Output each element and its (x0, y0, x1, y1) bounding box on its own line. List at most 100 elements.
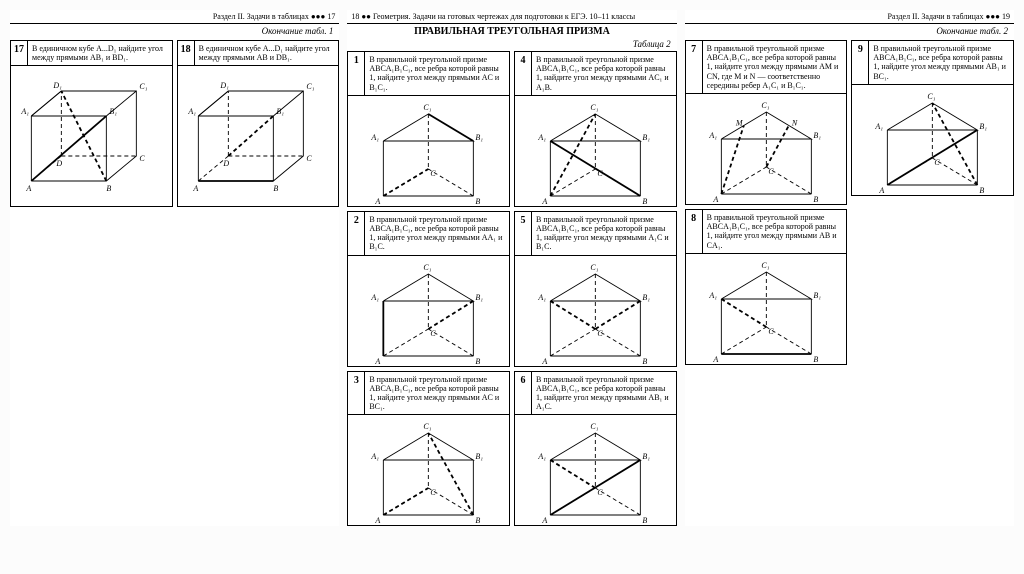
problem-number: 7 (686, 41, 703, 93)
svg-text:B: B (476, 357, 481, 366)
svg-text:A: A (375, 357, 381, 366)
svg-text:B: B (813, 355, 818, 364)
problem-number: 1 (348, 52, 365, 95)
svg-text:C₁: C₁ (590, 422, 598, 431)
page-19-header: Раздел II. Задачи в таблицах ●●● 19 (685, 10, 1014, 24)
svg-text:A: A (879, 186, 885, 195)
problem-text: В правильной треугольной призме ABCA₁B₁C… (532, 212, 676, 255)
svg-text:C₁: C₁ (424, 103, 432, 112)
svg-text:C₁: C₁ (424, 263, 432, 272)
page-18-header: 18 ●● Геометрия. Задачи на готовых черте… (347, 10, 676, 24)
svg-text:A: A (712, 355, 718, 364)
svg-text:B: B (476, 197, 481, 206)
svg-text:C₁: C₁ (139, 82, 147, 91)
svg-text:B₁: B₁ (476, 133, 484, 142)
problem-9: 9 В правильной треугольной призме ABCA₁B… (851, 40, 1014, 196)
problem-number: 9 (852, 41, 869, 84)
svg-text:A: A (192, 184, 198, 193)
page-17-subtitle: Окончание табл. 1 (10, 24, 339, 40)
problem-3: 3 В правильной треугольной призме ABCA₁B… (347, 371, 510, 527)
problem-text: В единичном кубе A...D₁ найдите угол меж… (195, 41, 339, 65)
problem-number: 4 (515, 52, 532, 95)
problem-number: 8 (686, 210, 703, 253)
svg-text:A₁: A₁ (371, 452, 380, 461)
problem-text: В правильной треугольной призме ABCA₁B₁C… (703, 210, 847, 253)
svg-text:A: A (375, 197, 381, 206)
page-18-grid: 1 В правильной треугольной призме ABCA₁B… (347, 51, 676, 526)
page-17-header: Раздел II. Задачи в таблицах ●●● 17 (10, 10, 339, 24)
svg-text:B₁: B₁ (476, 452, 484, 461)
svg-text:C₁: C₁ (424, 422, 432, 431)
svg-text:C₁: C₁ (590, 103, 598, 112)
svg-text:A₁: A₁ (537, 452, 546, 461)
problem-number: 5 (515, 212, 532, 255)
svg-text:C: C (431, 169, 437, 178)
page-spread: Раздел II. Задачи в таблицах ●●● 17 Окон… (10, 10, 1014, 526)
problem-text: В единичном кубе A...D₁ найдите угол меж… (28, 41, 172, 65)
svg-text:C: C (597, 329, 603, 338)
svg-text:A₁: A₁ (537, 133, 546, 142)
page-18-title: ПРАВИЛЬНАЯ ТРЕУГОЛЬНАЯ ПРИЗМА (347, 24, 676, 39)
svg-text:C: C (597, 169, 603, 178)
svg-text:B₁: B₁ (642, 293, 650, 302)
svg-text:A₁: A₁ (371, 293, 380, 302)
svg-text:C₁: C₁ (306, 82, 314, 91)
svg-text:B₁: B₁ (109, 107, 117, 116)
svg-text:C: C (597, 488, 603, 497)
problem-text: В правильной треугольной призме ABCA₁B₁C… (703, 41, 847, 93)
svg-text:C₁: C₁ (928, 92, 936, 101)
problem-text: В правильной треугольной призме ABCA₁B₁C… (869, 41, 1013, 84)
svg-text:B: B (476, 516, 481, 525)
svg-text:A: A (541, 197, 547, 206)
svg-text:C: C (935, 158, 941, 167)
svg-text:B: B (642, 357, 647, 366)
problem-number: 18 (178, 41, 195, 65)
page-18-header-text: 18 ●● Геометрия. Задачи на готовых черте… (351, 12, 635, 21)
svg-text:B: B (813, 195, 818, 204)
prism-figure: A B C A₁ B₁ C₁ (852, 85, 1013, 195)
prism-figure: ABC A₁B₁C₁ (686, 254, 847, 364)
problem-6: 6 В правильной треугольной призме ABCA₁B… (514, 371, 677, 527)
svg-text:A₁: A₁ (875, 122, 884, 131)
problem-text: В правильной треугольной призме ABCA₁B₁C… (532, 372, 676, 415)
svg-text:A: A (712, 195, 718, 204)
svg-text:C: C (768, 167, 774, 176)
svg-text:C₁: C₁ (761, 101, 769, 110)
problem-8: 8 В правильной треугольной призме ABCA₁B… (685, 209, 848, 365)
svg-text:C: C (431, 329, 437, 338)
svg-text:A₁: A₁ (708, 131, 717, 140)
svg-text:B: B (642, 197, 647, 206)
svg-text:M: M (734, 118, 743, 127)
prism-figure: A B C A₁ B₁ C₁ (348, 256, 509, 366)
page-17: Раздел II. Задачи в таблицах ●●● 17 Окон… (10, 10, 339, 526)
svg-text:B: B (273, 184, 278, 193)
prism-figure: ABC A₁B₁C₁ (515, 415, 676, 525)
problem-number: 2 (348, 212, 365, 255)
prism-figure: ABC A₁B₁C₁ (515, 256, 676, 366)
problem-text: В правильной треугольной призме ABCA₁B₁C… (365, 372, 509, 415)
problem-number: 17 (11, 41, 28, 65)
svg-text:B₁: B₁ (980, 122, 988, 131)
svg-text:A: A (541, 357, 547, 366)
prism-figure: MN ABC A₁B₁C₁ (686, 94, 847, 204)
problem-18: 18 В единичном кубе A...D₁ найдите угол … (177, 40, 340, 207)
problem-2: 2 В правильной треугольной призме ABCA₁B… (347, 211, 510, 367)
svg-text:B₁: B₁ (642, 452, 650, 461)
svg-text:A₁: A₁ (371, 133, 380, 142)
table-2-label: Таблица 2 (347, 39, 676, 51)
problem-text: В правильной треугольной призме ABCA₁B₁C… (532, 52, 676, 95)
svg-text:B: B (980, 186, 985, 195)
page-19-subtitle: Окончание табл. 2 (685, 24, 1014, 40)
svg-text:B: B (642, 516, 647, 525)
problem-1: 1 В правильной треугольной призме ABCA₁B… (347, 51, 510, 207)
svg-text:B₁: B₁ (642, 133, 650, 142)
page-17-grid: 17 В единичном кубе A...D₁ найдите угол … (10, 40, 339, 207)
svg-text:A₁: A₁ (708, 291, 717, 300)
page-18: 18 ●● Геометрия. Задачи на готовых черте… (347, 10, 676, 526)
svg-text:C₁: C₁ (761, 261, 769, 270)
svg-text:C₁: C₁ (590, 263, 598, 272)
svg-text:D₁: D₁ (52, 81, 62, 90)
svg-text:C: C (139, 154, 145, 163)
svg-text:B₁: B₁ (476, 293, 484, 302)
problem-text: В правильной треугольной призме ABCA₁B₁C… (365, 212, 509, 255)
